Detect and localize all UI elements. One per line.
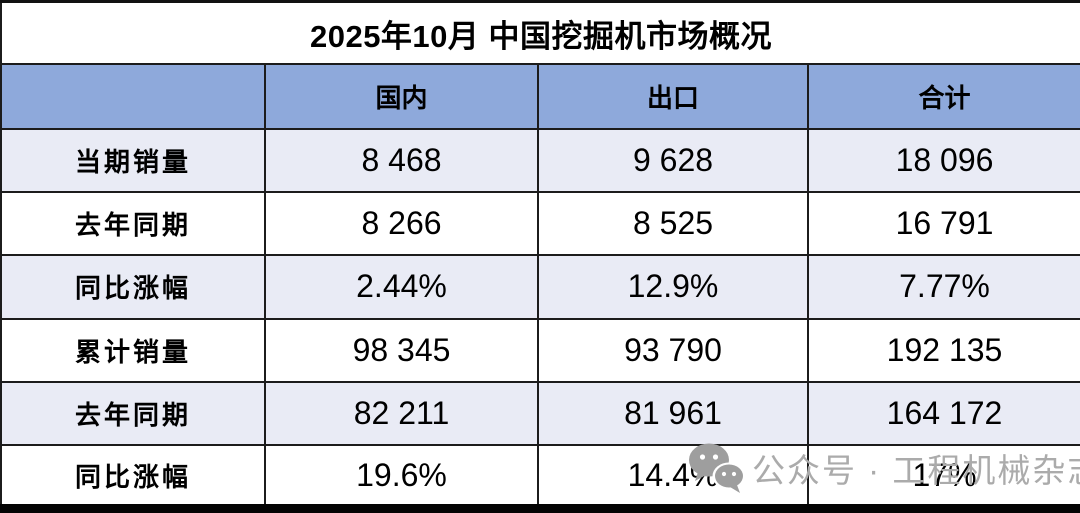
table-title-row: 2025年10月 中国挖掘机市场概况 <box>0 0 1080 66</box>
column-header-blank <box>0 63 266 130</box>
cell-value: 164 172 <box>807 380 1080 447</box>
row-label: 去年同期 <box>0 380 266 447</box>
cell-value: 9 628 <box>537 127 809 193</box>
table-row-cumulative-yoy-change: 同比涨幅 19.6% 14.4% 17% <box>0 444 1080 513</box>
cell-value: 17% <box>807 444 1080 513</box>
table-row-cumulative-last-year: 去年同期 82 211 81 961 164 172 <box>0 380 1080 447</box>
cell-value: 16 791 <box>807 190 1080 257</box>
table-title: 2025年10月 中国挖掘机市场概况 <box>0 0 1080 66</box>
row-label: 累计销量 <box>0 317 266 383</box>
cell-value: 8 266 <box>264 190 539 257</box>
cell-value: 93 790 <box>537 317 809 383</box>
row-label: 当期销量 <box>0 127 266 193</box>
table-row-current-sales: 当期销量 8 468 9 628 18 096 <box>0 127 1080 193</box>
table-header-row: 国内 出口 合计 <box>0 63 1080 130</box>
cell-value: 14.4% <box>537 444 809 513</box>
cell-value: 19.6% <box>264 444 539 513</box>
row-label: 同比涨幅 <box>0 254 266 320</box>
cell-value: 81 961 <box>537 380 809 447</box>
cell-value: 82 211 <box>264 380 539 447</box>
cell-value: 98 345 <box>264 317 539 383</box>
cell-value: 12.9% <box>537 254 809 320</box>
column-header-total: 合计 <box>807 63 1080 130</box>
cell-value: 8 468 <box>264 127 539 193</box>
column-header-export: 出口 <box>537 63 809 130</box>
row-label: 同比涨幅 <box>0 444 266 513</box>
cell-value: 7.77% <box>807 254 1080 320</box>
table-row-cumulative-sales: 累计销量 98 345 93 790 192 135 <box>0 317 1080 383</box>
cell-value: 192 135 <box>807 317 1080 383</box>
cell-value: 8 525 <box>537 190 809 257</box>
table-row-yoy-change: 同比涨幅 2.44% 12.9% 7.77% <box>0 254 1080 320</box>
row-label: 去年同期 <box>0 190 266 257</box>
column-header-domestic: 国内 <box>264 63 539 130</box>
table-row-last-year-period: 去年同期 8 266 8 525 16 791 <box>0 190 1080 257</box>
cell-value: 18 096 <box>807 127 1080 193</box>
cell-value: 2.44% <box>264 254 539 320</box>
